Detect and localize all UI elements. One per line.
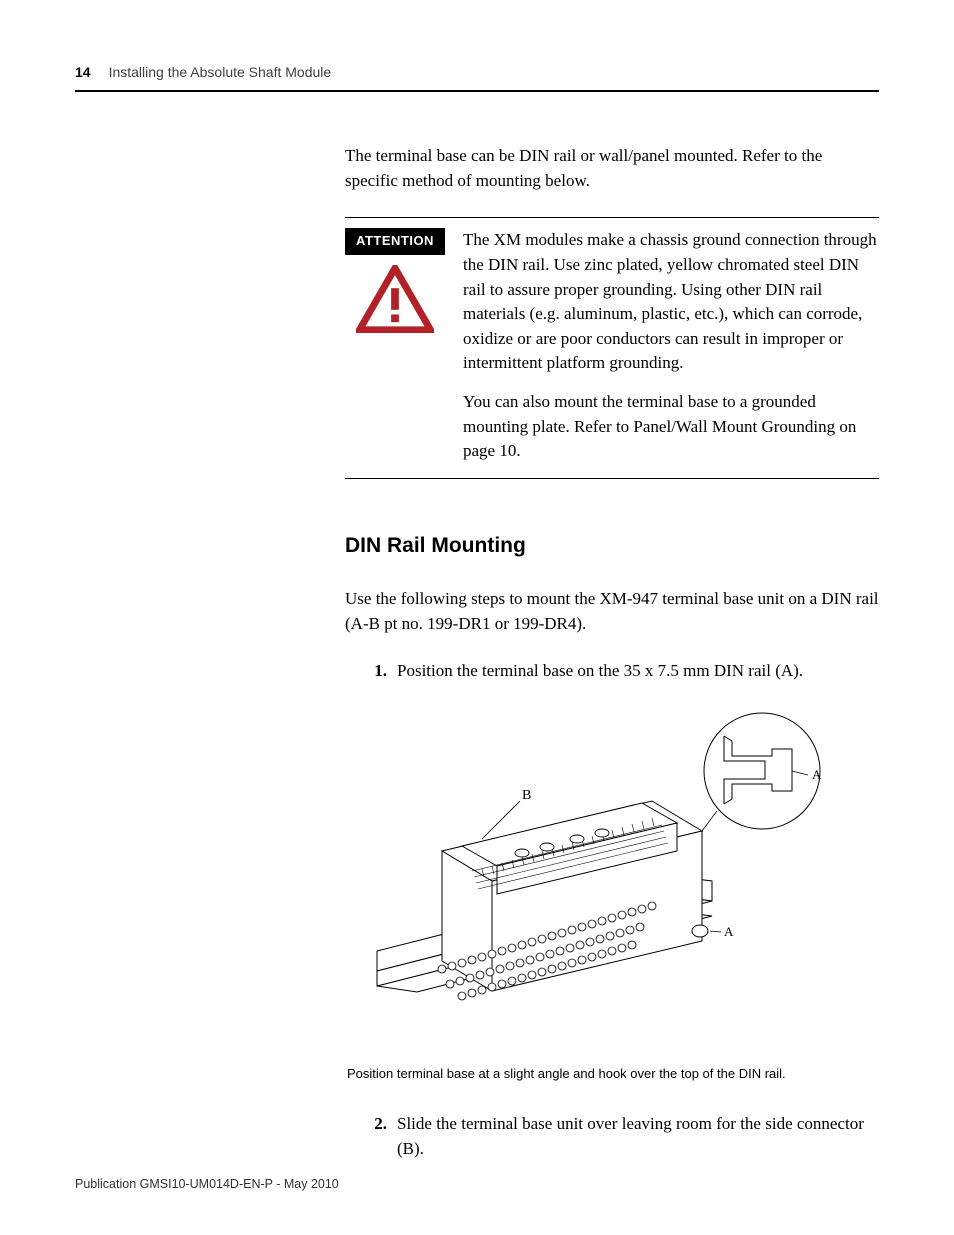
section-heading: DIN Rail Mounting <box>345 531 879 561</box>
step-1-number: 1. <box>367 659 387 684</box>
figure-label-A-main: A <box>724 924 734 939</box>
step-2: 2. Slide the terminal base unit over lea… <box>367 1112 879 1161</box>
section-intro: Use the following steps to mount the XM-… <box>345 587 879 636</box>
attention-para-2: You can also mount the terminal base to … <box>463 390 879 464</box>
figure-label-A-detail: A <box>812 767 822 782</box>
intro-paragraph: The terminal base can be DIN rail or wal… <box>345 144 879 193</box>
step-2-number: 2. <box>367 1112 387 1161</box>
page-header: 14 Installing the Absolute Shaft Module <box>75 64 879 80</box>
warning-triangle-icon <box>345 265 445 341</box>
attention-callout: ATTENTION The XM modules make a chassis … <box>345 217 879 479</box>
step-1-text: Position the terminal base on the 35 x 7… <box>397 659 879 684</box>
attention-para-1: The XM modules make a chassis ground con… <box>463 228 879 376</box>
step-2-text: Slide the terminal base unit over leavin… <box>397 1112 879 1161</box>
header-rule <box>75 90 879 92</box>
page-number: 14 <box>75 64 91 80</box>
attention-text: The XM modules make a chassis ground con… <box>463 228 879 464</box>
attention-label: ATTENTION <box>345 228 445 255</box>
step-1: 1. Position the terminal base on the 35 … <box>367 659 879 684</box>
figure-caption: Position terminal base at a slight angle… <box>347 1065 879 1084</box>
chapter-title: Installing the Absolute Shaft Module <box>109 64 332 80</box>
publication-footer: Publication GMSI10-UM014D-EN-P - May 201… <box>75 1177 339 1191</box>
figure-din-rail: A <box>345 701 879 1059</box>
main-content: The terminal base can be DIN rail or wal… <box>345 144 879 1161</box>
figure-label-B: B <box>522 788 531 803</box>
